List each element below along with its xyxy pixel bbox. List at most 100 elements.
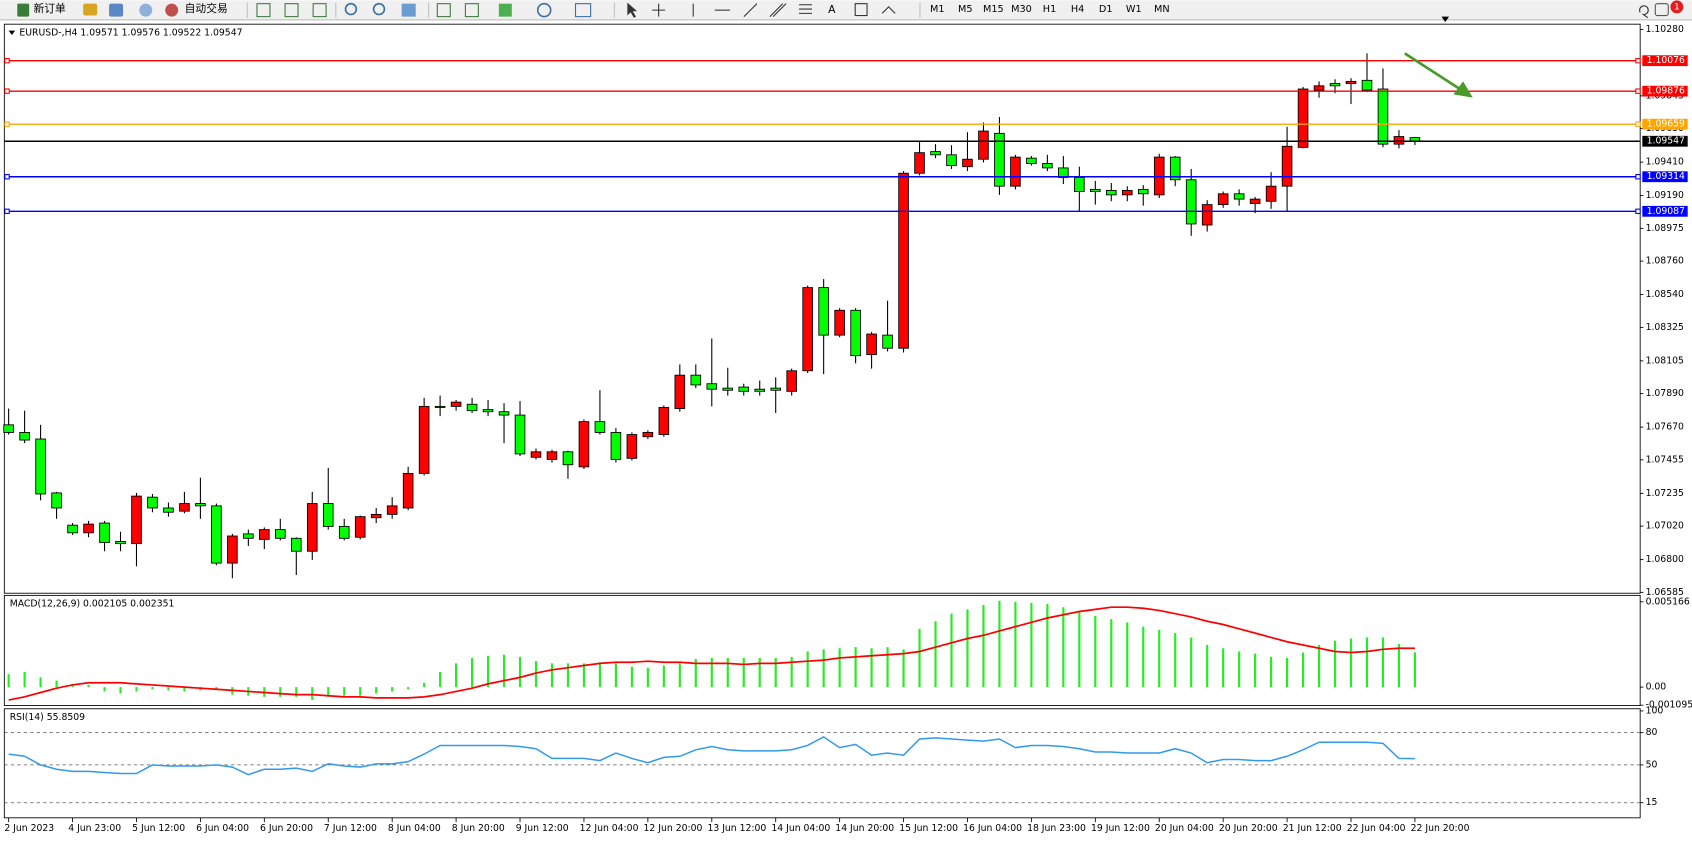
timeframe-button[interactable]: MN [1154,4,1170,15]
candle-body [866,333,877,356]
tile-button[interactable] [401,3,416,17]
level-handle[interactable] [4,88,10,94]
candle-body [802,287,813,372]
timeframe-button[interactable]: H1 [1043,4,1056,15]
collapse-marker [8,30,16,35]
zoom-in-button[interactable] [344,2,358,16]
label-button[interactable] [854,3,868,17]
candle-body [898,172,909,349]
notification-count: 1 [1674,2,1680,12]
candle-body [1106,190,1117,196]
channel-button[interactable] [769,3,787,18]
candle-body [195,503,206,507]
notification-badge[interactable] [1670,0,1684,14]
level-handle[interactable] [4,57,10,64]
timeframe-button[interactable]: H4 [1071,4,1084,15]
timeframe-button[interactable]: M1 [930,4,945,15]
x-tick-label: 12 Jun 04:00 [580,823,639,834]
candle-body [1121,190,1133,196]
icon-button[interactable] [284,3,299,18]
candle-body [434,405,446,408]
y-tick-label: 1.06585 [1646,587,1684,598]
level-handle[interactable] [1635,57,1641,64]
candle-body [211,505,222,564]
level-handle[interactable] [1635,174,1641,180]
candle-body [1393,136,1405,145]
candle-body [1042,163,1053,169]
chat-button[interactable] [1654,3,1669,17]
crosshair-button[interactable] [652,3,666,17]
level-handle[interactable] [1635,88,1641,94]
auto-trading-icon[interactable] [165,3,179,17]
search-button[interactable] [1639,5,1649,19]
level-handle[interactable] [1635,121,1641,127]
y-tick-label: 100 [1646,705,1664,716]
fibo-button[interactable] [799,4,812,14]
timeframe-button[interactable]: M15 [983,4,1004,15]
icon-button[interactable] [256,3,271,18]
candle-body [1153,156,1165,196]
icon-button[interactable] [109,3,124,17]
templates-button[interactable] [574,3,592,18]
candle-body [370,513,382,519]
candle-body [275,529,286,539]
zoom-out-button[interactable] [372,2,386,16]
y-tick-label: 1.07235 [1646,488,1684,499]
new-order-button[interactable]: 新订单 [33,2,66,15]
x-tick-label: 15 Jun 12:00 [899,823,958,834]
icon-button[interactable] [312,3,327,18]
auto-trading-button[interactable]: 自动交易 [185,2,228,15]
candle-body [850,309,861,357]
y-tick-label: 1.07455 [1646,454,1684,465]
timeframe-button[interactable]: D1 [1099,4,1113,15]
candle-body [290,537,302,552]
icon-button[interactable] [83,3,98,16]
candle-body [770,387,781,391]
level-handle[interactable] [4,208,10,215]
level-label: 1.09876 [1647,86,1685,97]
candle-body [978,130,989,160]
periods-button[interactable] [536,2,552,18]
candle-body [1361,79,1373,91]
candle-body [147,496,158,509]
x-tick-label: 2 Jun 2023 [4,823,54,834]
macd-panel-title: MACD(12,26,9) 0.002105 0.002351 [10,599,175,610]
x-tick-label: 20 Jun 04:00 [1155,823,1214,834]
timeframe-button[interactable]: M5 [958,4,973,15]
icon-button[interactable] [139,3,153,17]
arrows-button[interactable] [881,6,896,14]
candle-body [1201,204,1213,226]
x-tick-label: 13 Jun 12:00 [707,823,766,834]
x-tick-label: 8 Jun 20:00 [452,823,505,834]
candle-body [514,414,526,455]
new-order-icon[interactable] [17,3,30,17]
text-button[interactable]: A [828,3,836,16]
level-handle[interactable] [1635,208,1641,215]
level-handle[interactable] [4,121,10,127]
candle-body [1265,185,1277,202]
candle-body [482,409,494,413]
y-tick-label: 1.09410 [1646,157,1684,168]
x-tick-label: 14 Jun 20:00 [835,823,894,834]
trendline-button[interactable] [743,3,758,18]
candle-body [578,421,590,468]
candle-body [19,432,30,441]
candle-body [402,472,414,509]
y-tick-label: 1.08325 [1646,322,1684,333]
annotation-arrow [1404,52,1473,98]
candle-body [498,411,510,416]
timeframe-button[interactable]: M30 [1011,4,1032,15]
indicators-button[interactable] [498,3,512,17]
candle-body [626,434,638,459]
icon-button[interactable] [436,3,451,18]
candle-body [3,424,14,433]
cursor-button[interactable] [627,2,638,18]
y-tick-label: 1.07670 [1646,422,1684,433]
icon-button[interactable] [464,3,479,18]
level-label: 1.09314 [1647,171,1685,182]
candle-body [322,503,334,527]
timeframe-button[interactable]: W1 [1126,4,1142,15]
level-label: 1.10076 [1647,55,1685,66]
level-handle[interactable] [4,174,10,180]
